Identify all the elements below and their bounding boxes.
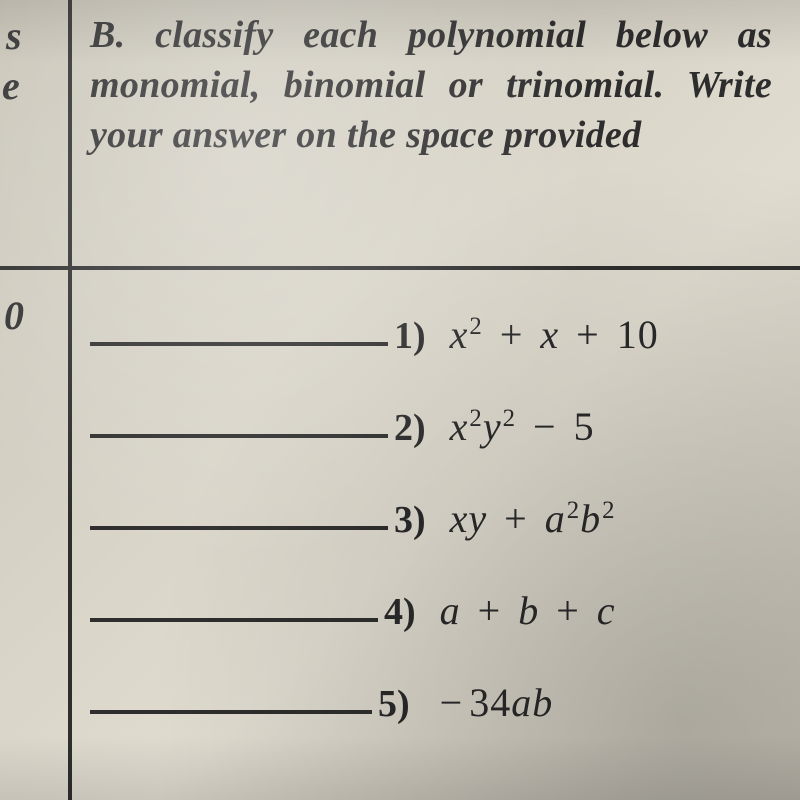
answer-blank[interactable] xyxy=(90,342,388,346)
question-row: 3) xy + a2b2 xyxy=(90,476,770,542)
question-number: 2) xyxy=(394,406,426,450)
instruction-prefix: B. xyxy=(90,14,125,56)
answer-blank[interactable] xyxy=(90,434,388,438)
question-number: 5) xyxy=(378,682,410,726)
question-expression: −34ab xyxy=(434,679,554,726)
question-row: 5) −34ab xyxy=(90,660,770,726)
question-number: 3) xyxy=(394,498,426,542)
question-row: 2) x2y2 − 5 xyxy=(90,384,770,450)
question-row: 4) a + b + c xyxy=(90,568,770,634)
question-number: 1) xyxy=(394,314,426,358)
column-divider xyxy=(68,0,72,800)
question-list: 1) x2 + x + 10 2) x2y2 − 5 3) xy + a2b2 4) a + … xyxy=(90,292,770,752)
answer-blank[interactable] xyxy=(90,526,388,530)
question-expression: x2y2 − 5 xyxy=(450,403,595,450)
answer-blank[interactable] xyxy=(90,618,378,622)
answer-blank[interactable] xyxy=(90,710,372,714)
left-col-frag-2: 0 xyxy=(4,292,24,339)
question-expression: xy + a2b2 xyxy=(450,495,616,542)
question-row: 1) x2 + x + 10 xyxy=(90,292,770,358)
question-number: 4) xyxy=(384,590,416,634)
left-col-frag-1a: s xyxy=(6,12,22,59)
instruction-text: B. classify each polynomial below as mon… xyxy=(90,10,772,160)
question-expression: a + b + c xyxy=(440,587,616,634)
question-expression: x2 + x + 10 xyxy=(450,311,659,358)
row-divider xyxy=(0,266,800,270)
left-col-frag-1b: e xyxy=(2,62,20,109)
instruction-body: classify each polynomial below as monomi… xyxy=(90,14,772,156)
